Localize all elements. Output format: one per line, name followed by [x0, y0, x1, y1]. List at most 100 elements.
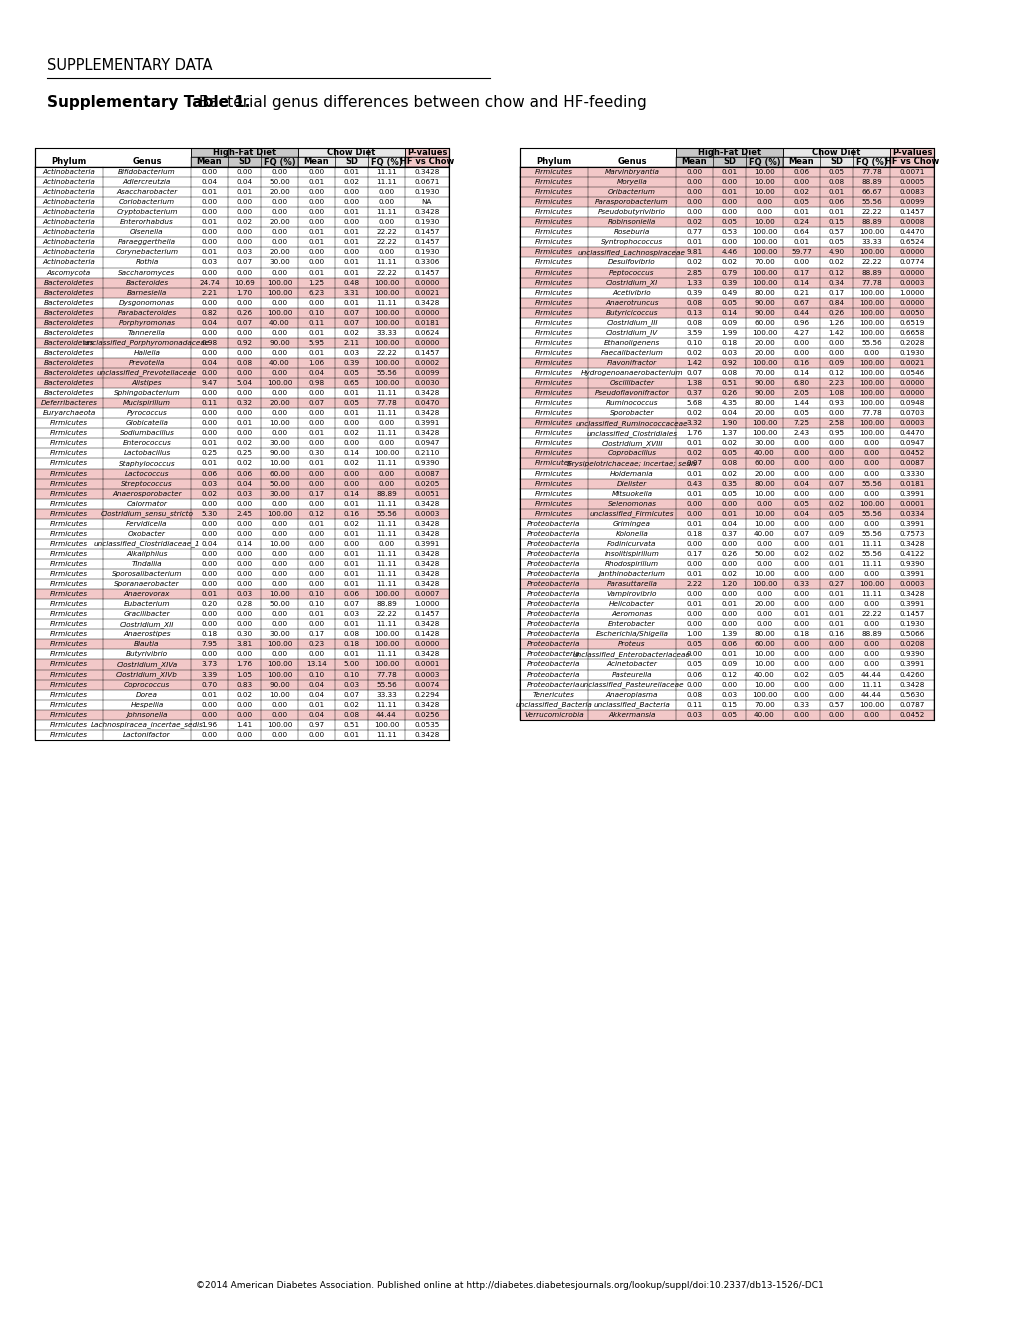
- Text: 0.0671: 0.0671: [414, 180, 439, 185]
- Text: 0.10: 0.10: [343, 672, 360, 677]
- Text: 0.01: 0.01: [201, 441, 217, 446]
- Text: FQ (%): FQ (%): [855, 157, 887, 166]
- Text: Firmicutes: Firmicutes: [535, 219, 573, 226]
- Text: 11.11: 11.11: [376, 531, 396, 537]
- Text: 55.56: 55.56: [860, 199, 881, 205]
- Text: 0.1930: 0.1930: [899, 350, 924, 356]
- Text: 0.02: 0.02: [236, 441, 253, 446]
- Text: Holdemania: Holdemania: [609, 470, 653, 477]
- Text: FQ (%): FQ (%): [370, 157, 401, 166]
- Text: 100.00: 100.00: [858, 360, 883, 366]
- Bar: [35, 599, 448, 610]
- Text: 77.78: 77.78: [376, 400, 396, 407]
- Text: Mean: Mean: [197, 157, 222, 166]
- Text: 0.05: 0.05: [343, 400, 360, 407]
- Text: 77.78: 77.78: [376, 672, 396, 677]
- Text: Bacteroidetes: Bacteroidetes: [44, 310, 94, 315]
- Bar: [520, 207, 933, 218]
- Text: 0.02: 0.02: [686, 350, 702, 356]
- Text: Firmicutes: Firmicutes: [50, 731, 88, 738]
- Text: 0.10: 0.10: [308, 672, 324, 677]
- Text: 88.89: 88.89: [376, 491, 396, 496]
- Text: 0.11: 0.11: [308, 319, 324, 326]
- Text: 0.9390: 0.9390: [899, 652, 924, 657]
- Text: 0.51: 0.51: [343, 722, 360, 727]
- Text: 3.59: 3.59: [686, 330, 702, 335]
- Text: 0.0452: 0.0452: [899, 450, 924, 457]
- Text: Mean: Mean: [788, 157, 813, 166]
- Text: Proteobacteria: Proteobacteria: [527, 661, 580, 668]
- Text: 0.01: 0.01: [201, 461, 217, 466]
- Text: 0.04: 0.04: [201, 319, 217, 326]
- Text: 0.00: 0.00: [686, 511, 702, 516]
- Text: Bacteroidetes: Bacteroidetes: [44, 300, 94, 306]
- Text: 0.3428: 0.3428: [414, 521, 439, 527]
- Text: 0.4122: 0.4122: [899, 550, 924, 557]
- Text: 0.04: 0.04: [720, 521, 737, 527]
- Text: Pseudobutyrivibrio: Pseudobutyrivibrio: [597, 209, 665, 215]
- Bar: [35, 519, 448, 529]
- Text: 1.90: 1.90: [720, 420, 737, 426]
- Text: 0.00: 0.00: [793, 661, 809, 668]
- Text: 0.00: 0.00: [793, 339, 809, 346]
- Text: Kolonella: Kolonella: [614, 531, 648, 537]
- Bar: [35, 549, 448, 558]
- Text: 50.00: 50.00: [269, 480, 289, 487]
- Text: 0.00: 0.00: [720, 611, 737, 618]
- Text: 0.00: 0.00: [863, 470, 878, 477]
- Text: High-Fat Diet: High-Fat Diet: [213, 148, 276, 157]
- Text: Firmicutes: Firmicutes: [50, 572, 88, 577]
- Text: Firmicutes: Firmicutes: [50, 450, 88, 457]
- Text: 0.00: 0.00: [827, 470, 844, 477]
- Text: 11.11: 11.11: [860, 591, 881, 597]
- Bar: [35, 449, 448, 458]
- Text: SUPPLEMENTARY DATA: SUPPLEMENTARY DATA: [47, 58, 212, 73]
- Bar: [520, 479, 933, 488]
- Text: Proteobacteria: Proteobacteria: [527, 541, 580, 546]
- Text: 0.15: 0.15: [827, 219, 844, 226]
- Text: Actinobacteria: Actinobacteria: [43, 219, 96, 226]
- Text: Olsenella: Olsenella: [130, 230, 164, 235]
- Text: 0.00: 0.00: [863, 601, 878, 607]
- Text: 0.00: 0.00: [793, 260, 809, 265]
- Text: 0.00: 0.00: [793, 441, 809, 446]
- Text: 100.00: 100.00: [858, 370, 883, 376]
- Text: 0.0208: 0.0208: [899, 642, 924, 647]
- Text: 100.00: 100.00: [373, 289, 398, 296]
- Text: 0.1457: 0.1457: [899, 611, 924, 618]
- Text: 0.01: 0.01: [343, 531, 360, 537]
- Bar: [35, 257, 448, 268]
- Text: Bacteroidetes: Bacteroidetes: [44, 330, 94, 335]
- Text: 0.00: 0.00: [236, 572, 253, 577]
- Text: 0.0703: 0.0703: [899, 411, 924, 416]
- Text: 0.01: 0.01: [308, 461, 324, 466]
- Text: 0.3428: 0.3428: [899, 541, 924, 546]
- Text: 0.0001: 0.0001: [899, 500, 924, 507]
- Text: Clostridium_XII: Clostridium_XII: [119, 620, 174, 628]
- Text: 0.0099: 0.0099: [899, 199, 924, 205]
- Text: 0.48: 0.48: [343, 280, 360, 285]
- Text: Firmicutes: Firmicutes: [535, 269, 573, 276]
- Text: Dysgonomonas: Dysgonomonas: [119, 300, 175, 306]
- Text: 0.01: 0.01: [343, 561, 360, 568]
- Text: 0.08: 0.08: [720, 461, 737, 466]
- Text: Firmicutes: Firmicutes: [535, 441, 573, 446]
- Bar: [35, 630, 448, 639]
- Bar: [35, 308, 448, 318]
- Text: 0.05: 0.05: [793, 411, 809, 416]
- Text: 2.23: 2.23: [827, 380, 844, 385]
- Text: Alistipes: Alistipes: [131, 380, 162, 387]
- Text: Selenomonas: Selenomonas: [607, 500, 656, 507]
- Text: 100.00: 100.00: [373, 661, 398, 668]
- Text: Rhodospirillum: Rhodospirillum: [604, 561, 658, 568]
- Text: 100.00: 100.00: [373, 450, 398, 457]
- Text: 1.70: 1.70: [236, 289, 253, 296]
- Text: 0.00: 0.00: [793, 521, 809, 527]
- Bar: [35, 689, 448, 700]
- Text: 0.00: 0.00: [343, 480, 360, 487]
- Text: 0.01: 0.01: [308, 239, 324, 246]
- Text: 0.08: 0.08: [686, 692, 702, 698]
- Text: 0.00: 0.00: [201, 531, 217, 537]
- Text: 11.11: 11.11: [376, 391, 396, 396]
- Text: 10.00: 10.00: [269, 461, 289, 466]
